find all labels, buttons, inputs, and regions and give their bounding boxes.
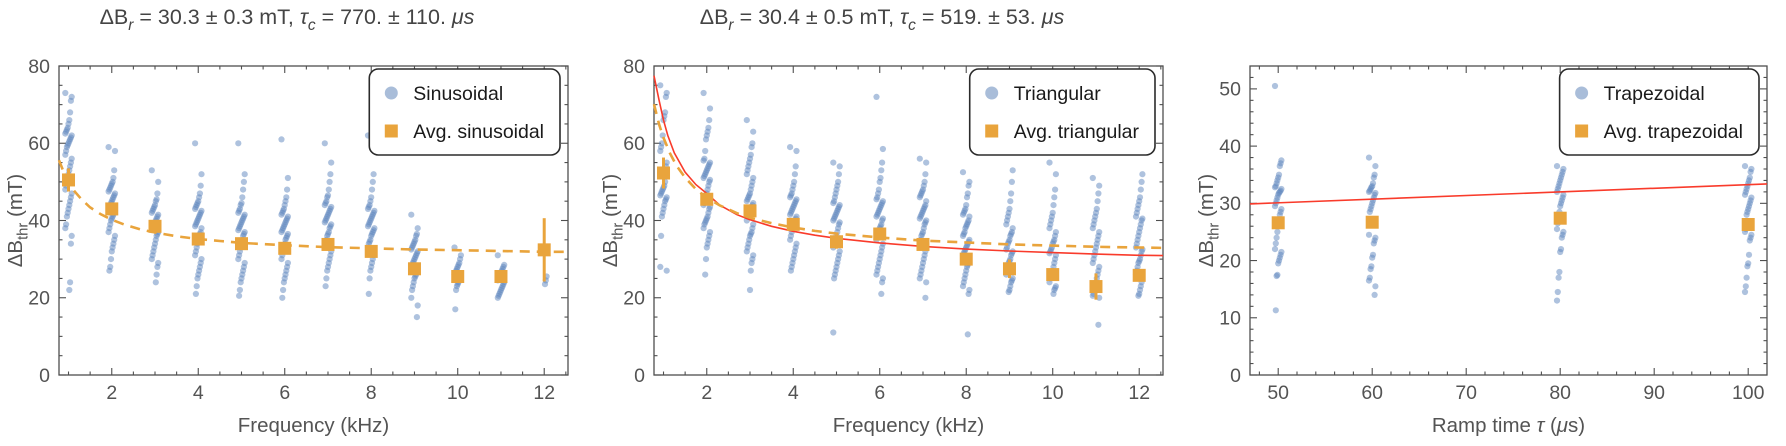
y-tick-label: 10 — [1219, 308, 1241, 330]
x-tick-label: 4 — [788, 382, 799, 404]
x-tick-label: 6 — [875, 382, 886, 404]
x-tick-label: 12 — [533, 382, 555, 404]
x-tick-label: 70 — [1455, 382, 1477, 404]
legend-label: Sinusoidal — [413, 83, 503, 105]
avg-points — [657, 166, 1147, 294]
x-tick-label: 2 — [702, 382, 713, 404]
legend-label: Avg. triangular — [1014, 121, 1140, 143]
axis-ticks — [58, 65, 568, 376]
legend-label: Avg. trapezoidal — [1603, 121, 1742, 143]
axis-ticks — [654, 65, 1164, 376]
x-tick-label: 10 — [1042, 382, 1064, 404]
legend-marker-square — [1574, 124, 1588, 138]
x-tick-label: 100 — [1732, 382, 1765, 404]
legend-box — [1558, 68, 1760, 156]
legend-label: Triangular — [1014, 83, 1102, 105]
fit-line-dashed — [57, 159, 568, 254]
x-tick-label: 4 — [193, 382, 204, 404]
legend: Trapezoidal Avg. trapezoidal — [1558, 68, 1760, 156]
scatter-points — [657, 82, 1146, 338]
y-tick-label: 60 — [624, 133, 646, 155]
avg-points — [1271, 211, 1755, 232]
legend-label: Trapezoidal — [1603, 83, 1704, 105]
y-tick-label: 40 — [1219, 136, 1241, 158]
y-axis-label: ΔBthr (mT) — [1195, 174, 1223, 268]
chart-sinusoidal: ΔBr = 30.3 ± 0.3 mT, τc = 770. ± 110. μs… — [0, 0, 595, 446]
chart-trapezoidal: Ramp time τ (μs) ΔBthr (mT) 50 60 70 80 90 100 0… — [1191, 0, 1786, 446]
fit-line-dashed — [653, 103, 1164, 250]
y-tick-label: 20 — [624, 288, 646, 310]
y-tick-label: 20 — [28, 288, 50, 310]
y-tick-label: 0 — [1230, 365, 1241, 387]
x-tick-label: 80 — [1549, 382, 1571, 404]
x-tick-label: 8 — [366, 382, 377, 404]
plot-title: ΔBr = 30.3 ± 0.3 mT, τc = 770. ± 110. μs — [100, 5, 475, 34]
legend-label: Avg. sinusoidal — [413, 121, 544, 143]
legend-marker-square — [384, 124, 398, 138]
legend-box — [969, 68, 1157, 156]
chart-triangular: ΔBr = 30.4 ± 0.5 mT, τc = 519. ± 53. μs F… — [595, 0, 1190, 446]
y-tick-label: 50 — [1219, 79, 1241, 101]
y-tick-label: 40 — [28, 210, 50, 232]
y-tick-label: 0 — [39, 365, 50, 387]
x-tick-label: 8 — [961, 382, 972, 404]
legend-marker-square — [985, 124, 999, 138]
x-axis-label: Frequency (kHz) — [833, 414, 984, 437]
fit-line-solid — [1249, 183, 1767, 205]
plot-frame — [1249, 65, 1768, 376]
x-axis-label: Ramp time τ (μs) — [1432, 414, 1585, 437]
legend: Triangular Avg. triangular — [969, 68, 1157, 156]
chart-sinusoidal-svg: ΔBr = 30.3 ± 0.3 mT, τc = 770. ± 110. μs… — [4, 5, 569, 437]
fit-line-solid — [653, 75, 1164, 257]
y-tick-label: 0 — [634, 365, 645, 387]
x-tick-label: 10 — [447, 382, 469, 404]
x-tick-label: 12 — [1129, 382, 1151, 404]
x-axis-label: Frequency (kHz) — [238, 414, 389, 437]
x-tick-label: 60 — [1361, 382, 1383, 404]
legend-marker-circle — [1574, 86, 1588, 100]
plot-title: ΔBr = 30.4 ± 0.5 mT, τc = 519. ± 53. μs — [700, 5, 1065, 34]
x-tick-label: 6 — [279, 382, 290, 404]
avg-error-bars — [67, 168, 546, 282]
y-tick-label: 80 — [624, 56, 646, 78]
y-tick-label: 30 — [1219, 193, 1241, 215]
chart-trapezoidal-svg: Ramp time τ (μs) ΔBthr (mT) 50 60 70 80 90 100 0… — [1195, 65, 1768, 437]
legend-marker-circle — [985, 86, 999, 100]
y-axis-label: ΔBthr (mT) — [4, 174, 32, 268]
legend: Sinusoidal Avg. sinusoidal — [368, 68, 561, 156]
y-axis-label: ΔBthr (mT) — [599, 174, 627, 268]
y-tick-label: 60 — [28, 133, 50, 155]
x-tick-label: 90 — [1643, 382, 1665, 404]
scatter-points — [62, 89, 551, 321]
y-tick-label: 20 — [1219, 250, 1241, 272]
x-tick-label: 2 — [106, 382, 117, 404]
y-tick-label: 40 — [624, 210, 646, 232]
legend-box — [368, 68, 561, 156]
avg-points — [62, 173, 551, 284]
y-tick-label: 80 — [28, 56, 50, 78]
x-tick-label: 50 — [1267, 382, 1289, 404]
legend-marker-circle — [384, 86, 398, 100]
chart-triangular-svg: ΔBr = 30.4 ± 0.5 mT, τc = 519. ± 53. μs F… — [599, 5, 1164, 437]
